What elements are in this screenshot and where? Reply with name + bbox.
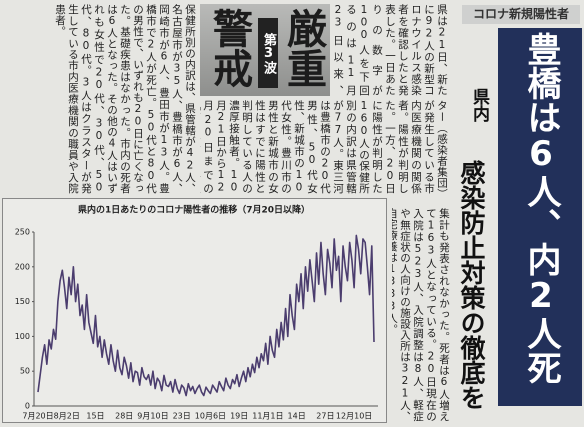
headline-box [498, 28, 582, 406]
chart-title: 県内の1日あたりのコロナ陽性者の推移（7月20日以降） [78, 204, 310, 216]
y-tick-label: 0 [25, 402, 30, 411]
y-tick-label: 50 [20, 367, 30, 376]
x-tick-label: 27日 [316, 412, 334, 421]
subhead-lead: 県内92人 [469, 88, 489, 122]
x-tick-label: 15日 [86, 412, 104, 421]
x-tick-label: 28日 [115, 412, 133, 421]
chart: 県内の1日あたりのコロナ陽性者の推移（7月20日以降） 0 50 100 150 200… [2, 198, 387, 423]
y-tick-label: 100 [15, 332, 30, 341]
article-text: 県は21日、新たに92人の新型コロナウイルス感染者を確認したと発表した。一日あた… [334, 4, 448, 96]
data-line [37, 234, 375, 397]
x-tick-label: 19日 [230, 412, 248, 421]
headline: 豊橋は6人、内2人死亡 [521, 32, 561, 384]
article-text: 集計も発表されなかった。死者は6人増えて163人となっている。20日現在の入院は… [392, 208, 450, 422]
chart-frame [2, 198, 387, 423]
subhead: 感染防止対策の徹底を [457, 160, 486, 410]
badge-sub: 第3波 [258, 18, 278, 88]
x-tick-label: 11月1日 [252, 412, 283, 421]
x-tick-label: 7月20日 [22, 412, 53, 421]
x-tick-label: 8月2日 [54, 412, 80, 421]
x-tick-label: 9月10日 [137, 412, 168, 421]
x-tick-label: 10月6日 [195, 412, 226, 421]
y-tick-label: 250 [15, 228, 30, 237]
badge-line: 厳重 [280, 8, 326, 88]
article-text: 保健所別の内訳は、県管轄が42人、名古屋市が35人、豊橋市が6人、岡崎市が6人、… [54, 4, 196, 194]
x-tick-label: 23日 [173, 412, 191, 421]
x-tick-label: 14日 [288, 412, 306, 421]
x-tick-label: 12月10日 [336, 412, 372, 421]
badge-line: 警戒 [206, 8, 252, 88]
y-tick-label: 150 [15, 297, 30, 306]
section-label: コロナ新規陽性者 [462, 5, 580, 24]
article-text: ター（感染者集団）が発生している市内医療機関の関係者。陽性が判明した。一方、20… [200, 100, 448, 194]
y-tick-label: 200 [15, 262, 30, 271]
